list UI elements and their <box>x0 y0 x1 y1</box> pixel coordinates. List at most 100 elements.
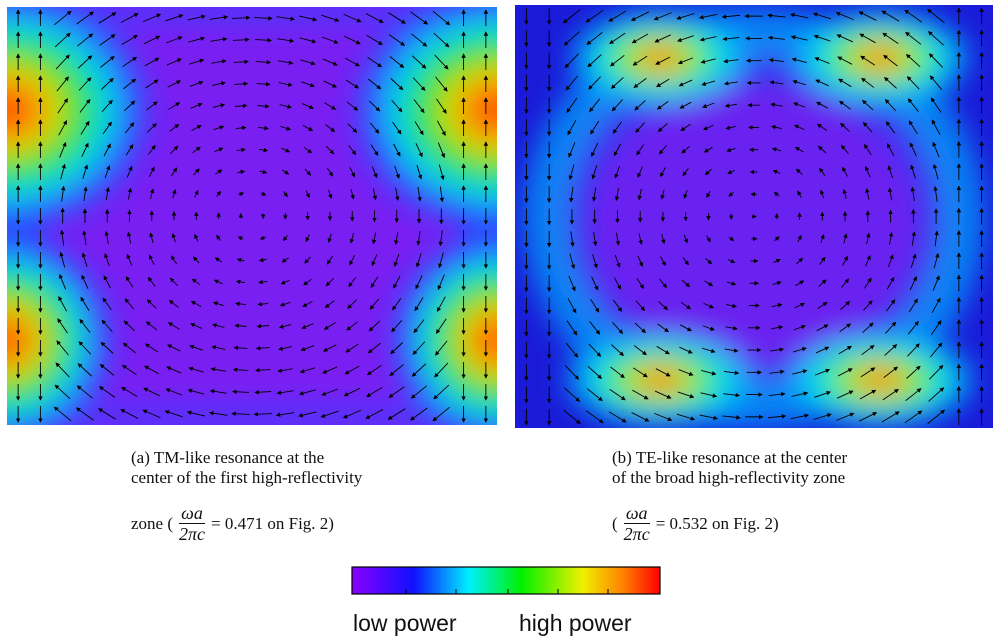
arrow <box>907 98 919 112</box>
arrow <box>726 303 737 309</box>
arrow <box>909 142 917 157</box>
arrow <box>703 146 713 153</box>
arrow <box>724 348 739 353</box>
arrow <box>59 229 65 246</box>
arrow <box>725 125 737 130</box>
arrow <box>101 319 113 333</box>
arrow <box>436 296 446 312</box>
arrow <box>817 145 827 154</box>
arrow <box>609 32 626 45</box>
arrow <box>147 276 156 287</box>
arrow <box>322 366 338 374</box>
arrow <box>655 56 671 65</box>
arrow <box>819 256 826 265</box>
arrow <box>365 409 384 419</box>
arrow <box>886 143 895 156</box>
fraction: ωa 2πc <box>177 503 207 544</box>
arrow <box>934 230 939 247</box>
arrow <box>102 121 112 135</box>
arrow <box>679 324 692 332</box>
arrow <box>168 102 181 110</box>
arrow <box>258 257 267 263</box>
arrow <box>842 166 848 177</box>
arrow <box>585 9 604 23</box>
arrow <box>653 12 672 21</box>
arrow <box>189 80 204 87</box>
arrow <box>321 36 339 44</box>
arrow <box>835 11 854 21</box>
arrow <box>814 57 830 64</box>
arrow <box>632 367 648 378</box>
arrow <box>682 168 689 177</box>
arrow <box>254 389 272 395</box>
arrow <box>862 121 873 133</box>
arrow <box>60 163 66 180</box>
arrow <box>679 101 692 109</box>
arrow <box>591 276 599 291</box>
arrow <box>907 320 919 335</box>
arrow <box>99 364 115 376</box>
arrow <box>415 253 422 268</box>
arrow <box>188 36 206 43</box>
arrow <box>883 54 898 67</box>
arrow <box>568 275 576 292</box>
arrow <box>771 303 783 308</box>
arrow <box>681 279 691 288</box>
arrow <box>216 234 221 241</box>
arrow <box>212 323 225 328</box>
arrow <box>343 387 361 397</box>
arrow <box>928 387 945 402</box>
arrow <box>838 78 852 88</box>
arrow <box>676 13 695 20</box>
arrow <box>610 366 625 379</box>
arrow <box>236 147 246 153</box>
arrow <box>931 297 941 314</box>
arrow <box>326 255 333 265</box>
arrow <box>438 252 444 269</box>
arrow <box>797 190 802 198</box>
arrow <box>79 98 91 113</box>
arrow <box>326 167 333 177</box>
arrow <box>320 410 339 418</box>
arrow <box>300 59 316 66</box>
arrow <box>815 346 830 354</box>
arrow <box>167 344 181 352</box>
arrow <box>657 323 669 333</box>
arrow <box>927 31 944 46</box>
arrow <box>191 278 201 286</box>
arrow <box>843 233 848 244</box>
arrow <box>839 100 851 110</box>
arrow <box>120 409 139 419</box>
arrow <box>298 15 318 22</box>
arrow <box>860 55 876 66</box>
arrow <box>193 168 200 176</box>
arrow <box>933 252 940 269</box>
arrow <box>123 78 137 90</box>
arrow <box>121 386 138 398</box>
arrow <box>887 187 893 201</box>
arrow <box>122 56 138 68</box>
arrow <box>887 165 894 179</box>
arrow <box>349 167 356 178</box>
arrow <box>166 58 182 66</box>
arrow <box>772 169 781 175</box>
arrow <box>702 325 715 331</box>
arrow <box>54 10 72 26</box>
arrow <box>232 389 249 395</box>
colorbar <box>351 566 661 595</box>
arrow <box>434 54 449 70</box>
arrow <box>885 299 896 312</box>
arrow <box>681 145 690 154</box>
arrow <box>727 258 736 264</box>
arrow <box>882 32 899 45</box>
arrow <box>434 362 449 378</box>
arrow <box>683 190 688 199</box>
arrow <box>836 34 854 43</box>
arrow <box>859 389 877 400</box>
arrow <box>790 413 810 420</box>
arrow <box>187 14 206 21</box>
arrow <box>143 35 161 45</box>
arrow <box>172 189 177 199</box>
arrow <box>101 99 113 113</box>
arrow <box>864 277 872 289</box>
